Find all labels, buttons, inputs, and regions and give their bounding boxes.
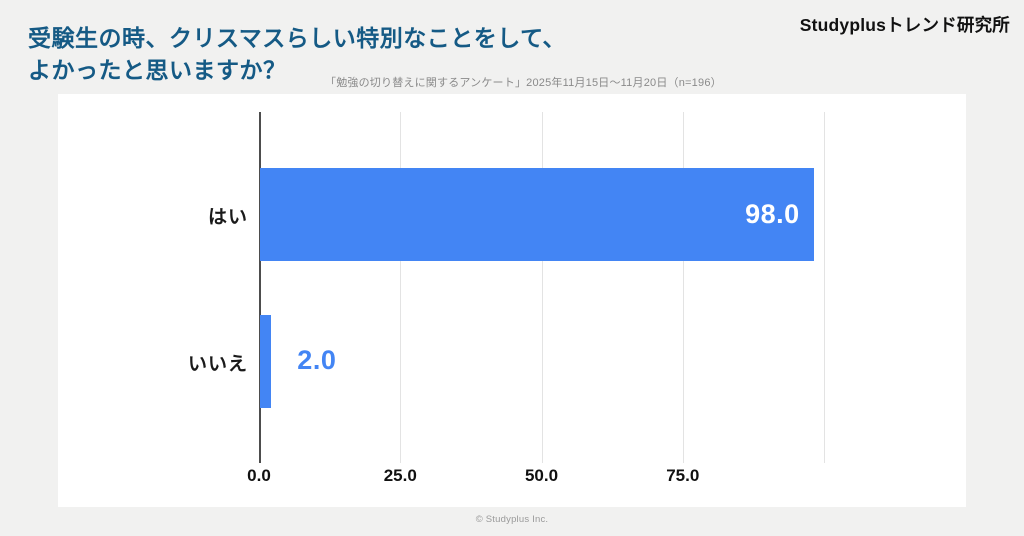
value-label: 2.0 [297, 345, 337, 375]
category-label: はい [207, 207, 248, 228]
title-line-2: よかったと思いますか？ [28, 57, 287, 83]
plot-area: 98.0 はいいいえ 2.0 0.0 25.0 50.0 75.0 [58, 94, 966, 507]
category-label: いいえ [187, 354, 248, 375]
x-tick-label: 0.0 [247, 466, 271, 485]
gridline [682, 112, 684, 463]
x-tick-label: 50.0 [524, 466, 559, 485]
chart-bar: 98.0 [260, 167, 814, 261]
page-title: 受験生の時、クリスマスらしい特別なことをして、 よかったと思いますか？ [28, 22, 566, 86]
x-tick-label: 75.0 [666, 466, 700, 485]
chart-bar [260, 314, 272, 408]
gridline [824, 112, 825, 463]
survey-note: 「勉強の切り替えに関するアンケート」2025年11月15日～11月20日（n=1… [325, 77, 722, 89]
value-label: 98.0 [745, 198, 800, 229]
copyright: © Studyplus Inc. [475, 514, 549, 525]
gridline [541, 112, 543, 463]
x-tick-label: 25.0 [383, 466, 417, 485]
gridline [400, 112, 402, 463]
title-line-1: 受験生の時、クリスマスらしい特別なことをして、 [28, 25, 566, 51]
brand-logo: Studyplusトレンド研究所 [799, 15, 1010, 35]
y-axis-line [259, 112, 261, 463]
chart-card: 98.0 はいいいえ 2.0 0.0 25.0 50.0 75.0 [58, 94, 966, 507]
